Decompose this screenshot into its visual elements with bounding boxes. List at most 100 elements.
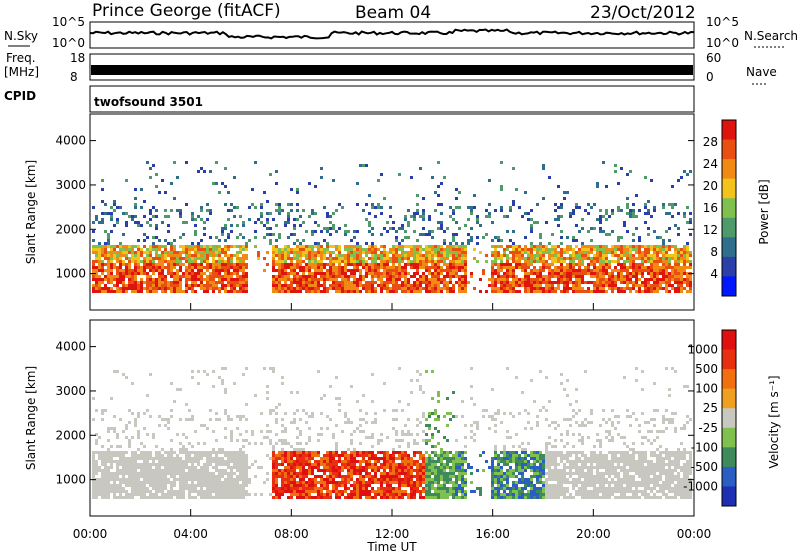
range-gate-cell (299, 278, 302, 281)
range-gate-cell (398, 257, 401, 260)
range-gate-cell (98, 251, 101, 254)
range-gate-cell (290, 281, 293, 284)
range-gate-cell (173, 463, 176, 466)
range-gate-cell (275, 475, 278, 478)
range-gate-cell (506, 278, 509, 281)
range-gate-cell (566, 245, 569, 248)
range-gate-cell (302, 269, 305, 272)
range-gate-cell (146, 457, 149, 460)
range-gate-cell (125, 496, 128, 499)
range-gate-cell (368, 490, 371, 493)
range-gate-cell (566, 269, 569, 272)
range-gate-cell (191, 284, 194, 287)
range-gate-cell (128, 284, 131, 287)
range-gate-cell (530, 227, 533, 230)
range-gate-cell (107, 245, 110, 248)
range-gate-cell (185, 254, 188, 257)
range-gate-cell (209, 248, 212, 251)
range-gate-cell (272, 281, 275, 284)
range-gate-cell (374, 460, 377, 463)
range-gate-cell (650, 278, 653, 281)
range-gate-cell (353, 496, 356, 499)
range-gate-cell (395, 463, 398, 466)
range-gate-cell (191, 463, 194, 466)
range-gate-cell (119, 281, 122, 284)
range-gate-cell (356, 254, 359, 257)
range-gate-cell (323, 496, 326, 499)
range-gate-cell (416, 260, 419, 263)
range-gate-cell (296, 454, 299, 457)
range-gate-cell (200, 206, 203, 209)
range-gate-cell (440, 266, 443, 269)
range-gate-cell (356, 460, 359, 463)
range-gate-cell (506, 257, 509, 260)
range-gate-cell (314, 281, 317, 284)
range-gate-cell (134, 460, 137, 463)
range-gate-cell (149, 266, 152, 269)
range-gate-cell (377, 179, 380, 182)
range-gate-cell (563, 197, 566, 200)
range-gate-cell (296, 254, 299, 257)
range-gate-cell (437, 287, 440, 290)
range-gate-cell (374, 245, 377, 248)
range-gate-cell (248, 493, 251, 496)
range-gate-cell (434, 263, 437, 266)
range-gate-cell (545, 281, 548, 284)
range-gate-cell (275, 281, 278, 284)
range-gate-cell (173, 469, 176, 472)
range-gate-cell (233, 287, 236, 290)
range-gate-cell (191, 445, 194, 448)
range-gate-cell (431, 254, 434, 257)
range-gate-cell (173, 481, 176, 484)
range-gate-cell (188, 409, 191, 412)
range-gate-cell (536, 281, 539, 284)
range-gate-cell (374, 215, 377, 218)
range-gate-cell (326, 475, 329, 478)
range-gate-cell (359, 254, 362, 257)
range-gate-cell (308, 481, 311, 484)
range-gate-cell (182, 484, 185, 487)
range-gate-cell (383, 263, 386, 266)
range-gate-cell (308, 472, 311, 475)
range-gate-cell (155, 457, 158, 460)
range-gate-cell (686, 242, 689, 245)
range-gate-cell (302, 448, 305, 451)
range-gate-cell (362, 278, 365, 281)
range-gate-cell (299, 224, 302, 227)
range-gate-cell (206, 209, 209, 212)
range-gate-cell (650, 287, 653, 290)
range-gate-cell (308, 290, 311, 293)
range-gate-cell (548, 287, 551, 290)
range-gate-cell (194, 478, 197, 481)
range-gate-cell (659, 281, 662, 284)
range-gate-cell (242, 275, 245, 278)
range-gate-cell (620, 287, 623, 290)
range-gate-cell (389, 463, 392, 466)
range-gate-cell (116, 266, 119, 269)
range-gate-cell (575, 272, 578, 275)
range-gate-cell (461, 242, 464, 245)
range-gate-cell (188, 478, 191, 481)
range-gate-cell (344, 260, 347, 263)
range-gate-cell (437, 284, 440, 287)
range-gate-cell (176, 275, 179, 278)
range-gate-cell (611, 275, 614, 278)
range-gate-cell (182, 451, 185, 454)
range-gate-cell (125, 424, 128, 427)
range-gate-cell (275, 457, 278, 460)
range-gate-cell (644, 221, 647, 224)
range-gate-cell (314, 185, 317, 188)
range-gate-cell (242, 266, 245, 269)
range-gate-cell (377, 263, 380, 266)
colorbar-segment (722, 139, 736, 160)
range-gate-cell (398, 472, 401, 475)
range-gate-cell (194, 290, 197, 293)
range-gate-cell (275, 224, 278, 227)
colorbar-tick-label: 16 (703, 201, 718, 215)
range-gate-cell (602, 251, 605, 254)
range-gate-cell (236, 281, 239, 284)
range-gate-cell (371, 278, 374, 281)
range-gate-cell (503, 215, 506, 218)
range-gate-cell (116, 221, 119, 224)
range-gate-cell (323, 487, 326, 490)
